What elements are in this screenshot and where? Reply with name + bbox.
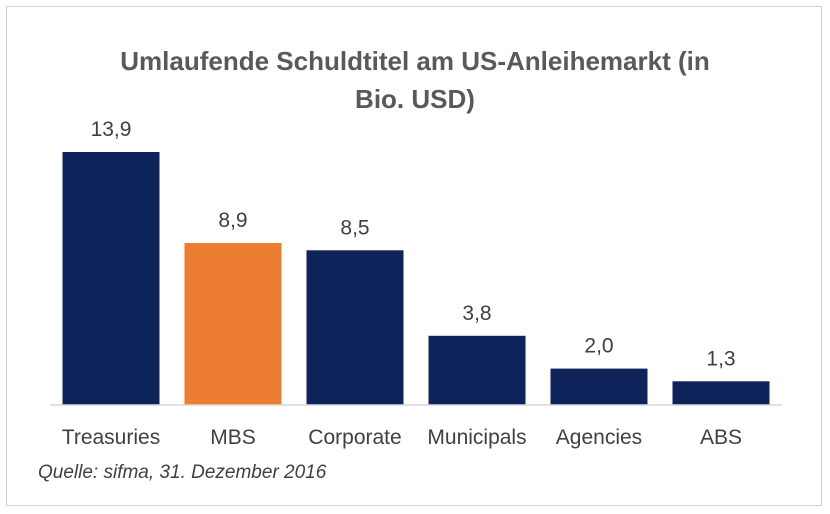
bar-corporate xyxy=(306,250,404,405)
source-note: Quelle: sifma, 31. Dezember 2016 xyxy=(38,462,327,483)
category-label-treasuries: Treasuries xyxy=(62,426,160,449)
data-label-treasuries: 13,9 xyxy=(91,118,132,141)
bar-agencies xyxy=(550,368,648,405)
bar-municipals xyxy=(428,335,526,405)
category-label-mbs: MBS xyxy=(210,426,256,449)
bar-treasuries xyxy=(62,152,160,405)
data-label-municipals: 3,8 xyxy=(462,302,491,325)
category-label-corporate: Corporate xyxy=(308,426,401,449)
bar-abs xyxy=(672,381,770,405)
category-label-agencies: Agencies xyxy=(556,426,642,449)
data-label-agencies: 2,0 xyxy=(584,335,613,358)
data-label-corporate: 8,5 xyxy=(340,216,369,239)
chart-title-line-2: Bio. USD) xyxy=(355,84,475,114)
category-label-abs: ABS xyxy=(700,426,742,449)
chart-title: Umlaufende Schuldtitel am US-Anleihemark… xyxy=(0,42,830,118)
bar-mbs xyxy=(184,243,282,405)
data-label-abs: 1,3 xyxy=(706,347,735,370)
category-label-municipals: Municipals xyxy=(427,426,526,449)
data-label-mbs: 8,9 xyxy=(218,209,247,232)
chart-title-line-1: Umlaufende Schuldtitel am US-Anleihemark… xyxy=(120,46,710,76)
